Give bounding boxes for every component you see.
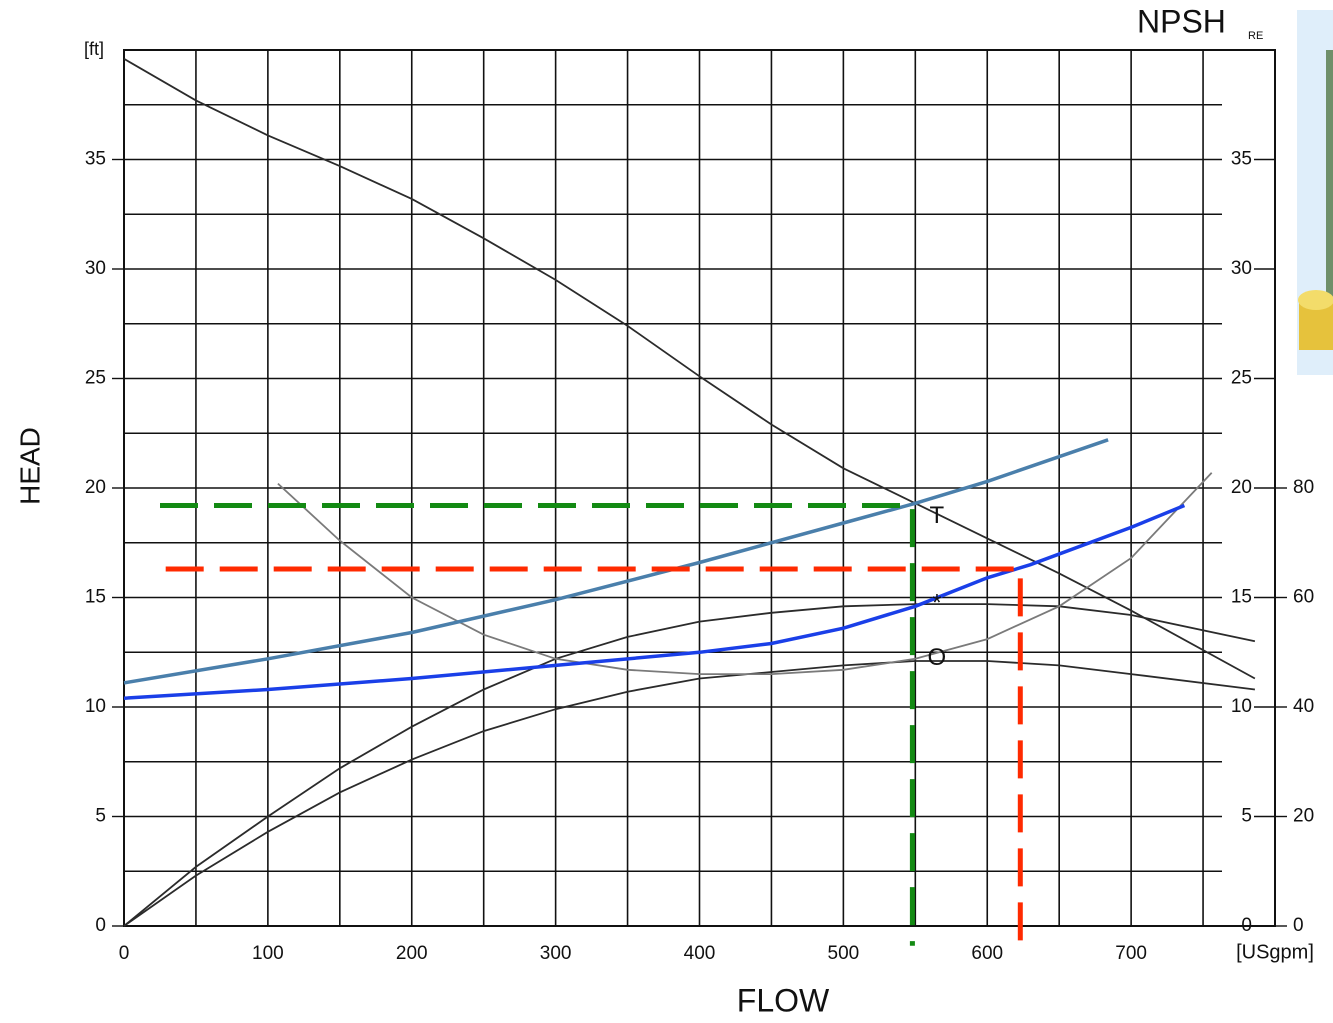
x-unit: [USgpm] [1236,941,1314,963]
x-tick-label: 300 [540,943,572,964]
y-tick-label: 20 [85,477,106,498]
y-tick-label: 10 [85,696,106,717]
y-tick-label-right: 15 [1231,587,1252,608]
y2-tick-label: 20 [1293,806,1314,827]
y-tick-label-right: 5 [1241,806,1252,827]
series-line [166,569,1021,946]
x-tick-label: 0 [119,943,130,964]
series-line [124,661,1255,926]
series-line [160,506,912,946]
annotation: O [928,644,947,671]
y-tick-label: 35 [85,149,106,170]
y2-tick-label: 40 [1293,696,1314,717]
y-tick-label: 30 [85,258,106,279]
y2-label: NPSH [1137,3,1226,39]
x-tick-label: 400 [684,943,716,964]
side-image-part [1298,290,1333,310]
annotation: T [930,502,945,529]
annotation: * [932,589,941,616]
y-tick-label: 0 [95,915,106,936]
y-unit: [ft] [84,39,104,59]
y-tick-label: 5 [95,806,106,827]
x-tick-label: 200 [396,943,428,964]
x-tick-label: 500 [828,943,860,964]
y-tick-label: 25 [85,368,106,389]
y2-tick-label: 60 [1293,587,1314,608]
y-tick-label-right: 25 [1231,368,1252,389]
x-tick-label: 600 [971,943,1003,964]
y-tick-label-right: 20 [1231,477,1252,498]
y2-tick-label: 80 [1293,477,1314,498]
x-tick-label: 700 [1115,943,1147,964]
y-tick-label: 15 [85,587,106,608]
y-tick-label-right: 10 [1231,696,1252,717]
x-label: FLOW [737,982,830,1018]
chart: [ft] HEAD FLOW [USgpm] NPSH RE 010020030… [0,0,1333,1023]
series-line [124,506,1184,699]
series-line [124,59,1255,679]
x-tick-label: 100 [252,943,284,964]
y2-tick-label: 0 [1293,915,1304,936]
y2-label-subscript: RE [1248,30,1263,42]
series-line [278,473,1212,674]
y-label: HEAD [14,427,45,505]
y-tick-label-right: 35 [1231,149,1252,170]
y-tick-label-right: 30 [1231,258,1252,279]
